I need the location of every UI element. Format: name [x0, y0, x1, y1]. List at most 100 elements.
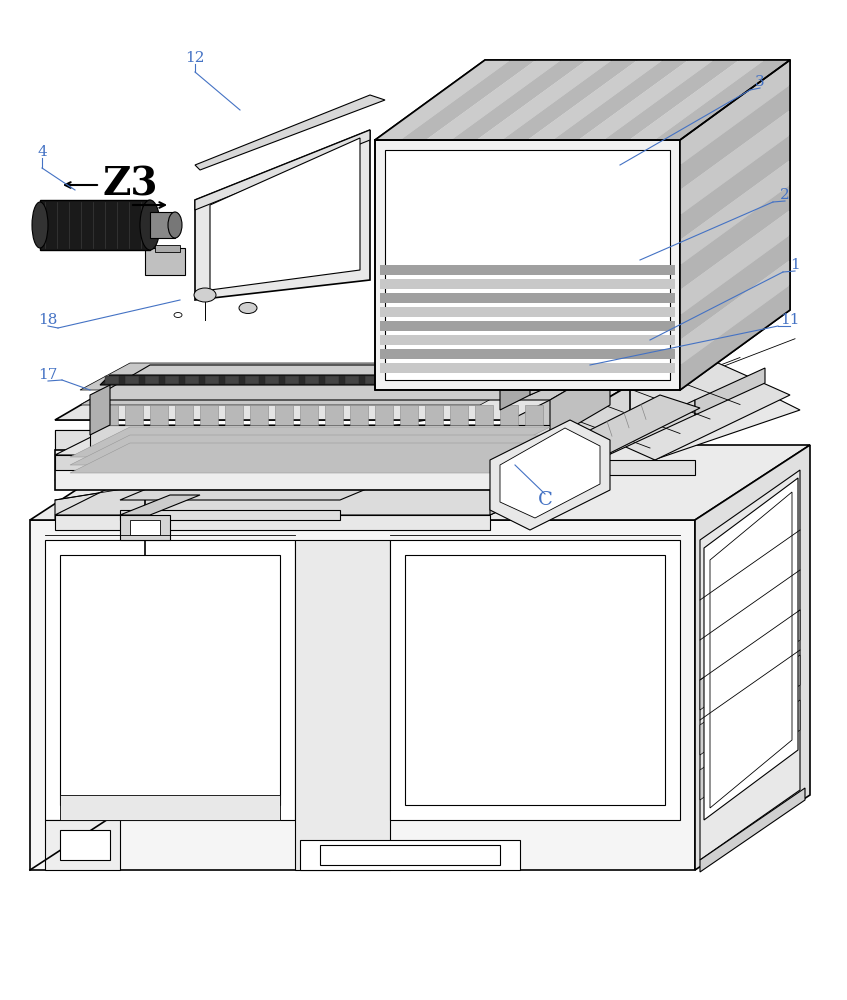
Polygon shape: [380, 307, 675, 317]
Polygon shape: [385, 376, 399, 384]
Ellipse shape: [174, 312, 182, 318]
Text: 11: 11: [780, 313, 800, 327]
Ellipse shape: [535, 350, 555, 380]
Polygon shape: [502, 60, 638, 140]
Polygon shape: [680, 60, 790, 165]
Text: 12: 12: [185, 51, 205, 65]
Text: 18: 18: [38, 313, 58, 327]
Polygon shape: [250, 405, 268, 425]
Polygon shape: [450, 405, 468, 425]
Polygon shape: [680, 85, 790, 190]
Polygon shape: [700, 655, 800, 755]
Polygon shape: [380, 265, 675, 275]
Polygon shape: [195, 95, 385, 170]
Polygon shape: [55, 485, 555, 515]
Polygon shape: [195, 130, 370, 210]
Polygon shape: [680, 60, 790, 390]
Polygon shape: [530, 338, 570, 395]
Polygon shape: [490, 455, 555, 515]
Polygon shape: [120, 515, 170, 540]
Polygon shape: [570, 385, 630, 460]
Polygon shape: [655, 60, 790, 140]
Polygon shape: [565, 400, 695, 475]
Polygon shape: [553, 60, 689, 140]
Polygon shape: [695, 445, 810, 870]
Polygon shape: [380, 321, 675, 331]
Polygon shape: [490, 420, 610, 530]
Polygon shape: [100, 405, 118, 425]
Polygon shape: [426, 60, 562, 140]
Polygon shape: [365, 376, 379, 384]
Polygon shape: [400, 405, 418, 425]
Polygon shape: [120, 495, 200, 515]
Polygon shape: [380, 279, 675, 289]
Polygon shape: [680, 260, 790, 365]
Polygon shape: [70, 427, 550, 457]
Polygon shape: [55, 430, 490, 520]
Polygon shape: [445, 376, 459, 384]
Polygon shape: [528, 60, 663, 140]
Polygon shape: [695, 368, 765, 415]
Polygon shape: [451, 60, 587, 140]
Polygon shape: [105, 376, 119, 384]
Polygon shape: [210, 138, 360, 290]
Polygon shape: [325, 376, 339, 384]
Text: Z3: Z3: [102, 166, 158, 204]
Polygon shape: [120, 510, 340, 520]
Polygon shape: [60, 555, 280, 805]
Polygon shape: [325, 405, 343, 425]
Polygon shape: [704, 478, 798, 820]
Polygon shape: [604, 60, 739, 140]
Polygon shape: [465, 376, 479, 384]
Polygon shape: [150, 405, 168, 425]
Polygon shape: [680, 160, 790, 265]
Polygon shape: [680, 185, 790, 290]
Polygon shape: [30, 445, 810, 520]
Polygon shape: [225, 405, 243, 425]
Polygon shape: [100, 375, 510, 385]
Polygon shape: [375, 140, 680, 390]
Polygon shape: [130, 520, 160, 535]
Text: C: C: [538, 491, 552, 509]
Polygon shape: [425, 405, 443, 425]
Polygon shape: [175, 405, 193, 425]
Polygon shape: [295, 540, 390, 870]
Polygon shape: [150, 212, 175, 238]
Polygon shape: [375, 405, 393, 425]
Polygon shape: [225, 376, 239, 384]
Polygon shape: [60, 795, 280, 820]
Polygon shape: [70, 435, 550, 465]
Polygon shape: [680, 110, 790, 215]
Polygon shape: [90, 365, 610, 400]
Polygon shape: [380, 293, 675, 303]
Polygon shape: [285, 376, 299, 384]
Polygon shape: [70, 443, 550, 473]
Polygon shape: [477, 60, 612, 140]
Polygon shape: [375, 60, 511, 140]
Polygon shape: [380, 363, 675, 373]
Polygon shape: [55, 385, 630, 420]
Polygon shape: [500, 395, 560, 455]
Polygon shape: [320, 845, 500, 865]
Polygon shape: [185, 376, 199, 384]
Ellipse shape: [140, 200, 160, 250]
Ellipse shape: [32, 202, 48, 248]
Polygon shape: [265, 376, 279, 384]
Polygon shape: [345, 376, 359, 384]
Polygon shape: [125, 376, 139, 384]
Polygon shape: [401, 60, 536, 140]
Polygon shape: [485, 376, 499, 384]
Polygon shape: [300, 405, 318, 425]
Polygon shape: [275, 405, 293, 425]
Polygon shape: [565, 460, 695, 475]
Text: 3: 3: [756, 75, 765, 89]
Ellipse shape: [239, 302, 257, 314]
Polygon shape: [125, 405, 143, 425]
Polygon shape: [165, 376, 179, 384]
Polygon shape: [145, 376, 159, 384]
Polygon shape: [200, 405, 218, 425]
Polygon shape: [680, 135, 790, 240]
Polygon shape: [60, 830, 110, 860]
Polygon shape: [55, 430, 115, 450]
Polygon shape: [45, 820, 120, 870]
